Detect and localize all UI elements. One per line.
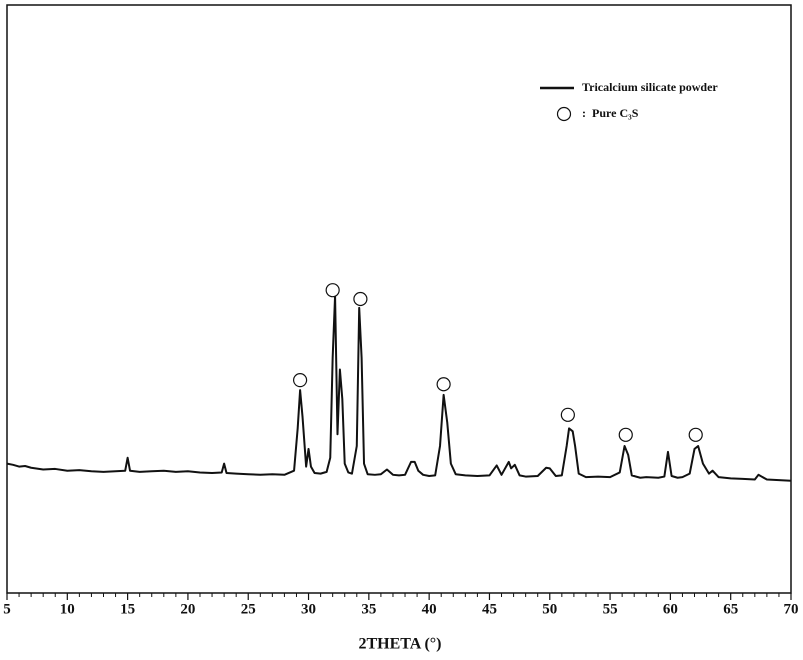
peak-marker xyxy=(353,291,368,307)
x-axis-label: 2THETA (°) xyxy=(359,636,442,653)
peak-marker xyxy=(436,377,451,392)
x-tick-label: 15 xyxy=(120,601,135,617)
x-tick-label: 65 xyxy=(723,601,738,617)
x-tick-label: 60 xyxy=(663,601,678,617)
legend-label: Tricalcium silicate powder xyxy=(582,80,718,94)
peak-marker xyxy=(688,427,703,442)
peak-marker xyxy=(618,427,633,442)
x-tick-label: 20 xyxy=(180,601,195,617)
peak-marker xyxy=(325,283,340,298)
x-tick-label: 40 xyxy=(422,601,437,617)
x-tick-label: 55 xyxy=(603,601,618,617)
plot-frame xyxy=(6,4,792,594)
x-tick-label: 10 xyxy=(60,601,75,617)
legend-label: Pure C₃S xyxy=(592,106,639,120)
x-tick-label: 45 xyxy=(482,601,497,617)
peak-marker xyxy=(560,407,575,422)
peak-marker xyxy=(292,373,308,388)
x-tick-label: 50 xyxy=(542,601,557,617)
x-tick-label: 70 xyxy=(784,601,799,617)
x-tick-label: 5 xyxy=(3,601,11,617)
legend-marker xyxy=(556,106,572,122)
data-line xyxy=(6,295,792,482)
x-tick-label: 30 xyxy=(301,601,316,617)
legend-separator: : xyxy=(582,106,586,120)
x-tick-label: 35 xyxy=(361,601,376,617)
x-tick-label: 25 xyxy=(241,601,256,617)
